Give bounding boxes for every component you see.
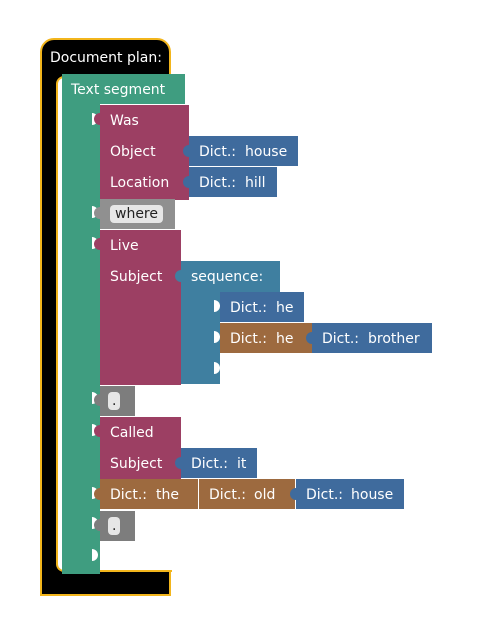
- location-label: Location: [110, 175, 170, 191]
- where-chip[interactable]: where: [110, 205, 163, 223]
- dict-word: hill: [245, 175, 266, 191]
- dict-it-block[interactable]: [181, 448, 257, 478]
- sequence-spine[interactable]: [181, 292, 220, 384]
- dict-prefix: Dict.:: [199, 144, 237, 160]
- dict-hill-block[interactable]: [189, 167, 277, 197]
- dict-prefix: Dict.:: [230, 300, 268, 316]
- dict-prefix: Dict.:: [209, 487, 247, 503]
- dict-connector: [183, 145, 189, 157]
- sequence-connector: [175, 270, 181, 282]
- where-connector: [94, 207, 100, 219]
- was-connector: [94, 113, 100, 125]
- period-connector: [94, 394, 100, 406]
- called-subject-label: Subject: [110, 456, 163, 472]
- dict-connector: [290, 488, 296, 500]
- text-segment-spine[interactable]: [62, 104, 100, 574]
- sequence-notch: [214, 331, 220, 343]
- sequence-block[interactable]: [181, 261, 280, 292]
- period-chip-2[interactable]: .: [108, 517, 121, 535]
- sequence-notch: [214, 362, 220, 374]
- dict-word: he: [276, 331, 294, 347]
- dict-prefix: Dict.:: [306, 487, 344, 503]
- called-block[interactable]: [100, 417, 181, 479]
- live-subject-label: Subject: [110, 269, 163, 285]
- was-block[interactable]: [100, 105, 189, 200]
- dict-prefix: Dict.:: [110, 487, 148, 503]
- dict-he-brown-block[interactable]: [220, 323, 312, 353]
- dict-brother-block[interactable]: [312, 323, 432, 353]
- live-connector: [94, 238, 100, 250]
- dict-word: house: [245, 144, 288, 160]
- spine-notch: [92, 549, 98, 561]
- document-plan-label: Document plan:: [50, 50, 162, 66]
- text-segment-label: Text segment: [71, 82, 166, 98]
- dict-prefix: Dict.:: [191, 456, 229, 472]
- dict-word: house: [351, 487, 394, 503]
- dict-house-block[interactable]: [189, 136, 298, 166]
- sequence-label: sequence:: [191, 269, 264, 285]
- dict-prefix: Dict.:: [199, 175, 237, 191]
- dict-connector: [183, 176, 189, 188]
- dict-he-block[interactable]: [220, 292, 304, 322]
- dict-word: old: [254, 487, 276, 503]
- dict-word: the: [156, 487, 179, 503]
- object-label: Object: [110, 144, 156, 160]
- live-label: Live: [110, 238, 139, 254]
- dict-house-2-block[interactable]: [296, 479, 404, 509]
- dict-the-block[interactable]: [100, 479, 198, 509]
- dict-word: he: [276, 300, 294, 316]
- was-label: Was: [110, 113, 139, 129]
- text-segment-block[interactable]: [62, 74, 185, 104]
- dict-old-block[interactable]: [199, 479, 295, 509]
- live-block[interactable]: [100, 230, 181, 385]
- dict-word: it: [237, 456, 247, 472]
- dict-connector: [175, 457, 181, 469]
- called-label: Called: [110, 425, 154, 441]
- dict-prefix: Dict.:: [230, 331, 268, 347]
- dict-word: brother: [368, 331, 420, 347]
- dict-prefix: Dict.:: [322, 331, 360, 347]
- dict-connector: [306, 332, 312, 344]
- called-connector: [94, 425, 100, 437]
- sequence-notch: [214, 300, 220, 312]
- period-connector: [94, 519, 100, 531]
- period-chip[interactable]: .: [108, 392, 121, 410]
- phrase-connector: [94, 488, 100, 500]
